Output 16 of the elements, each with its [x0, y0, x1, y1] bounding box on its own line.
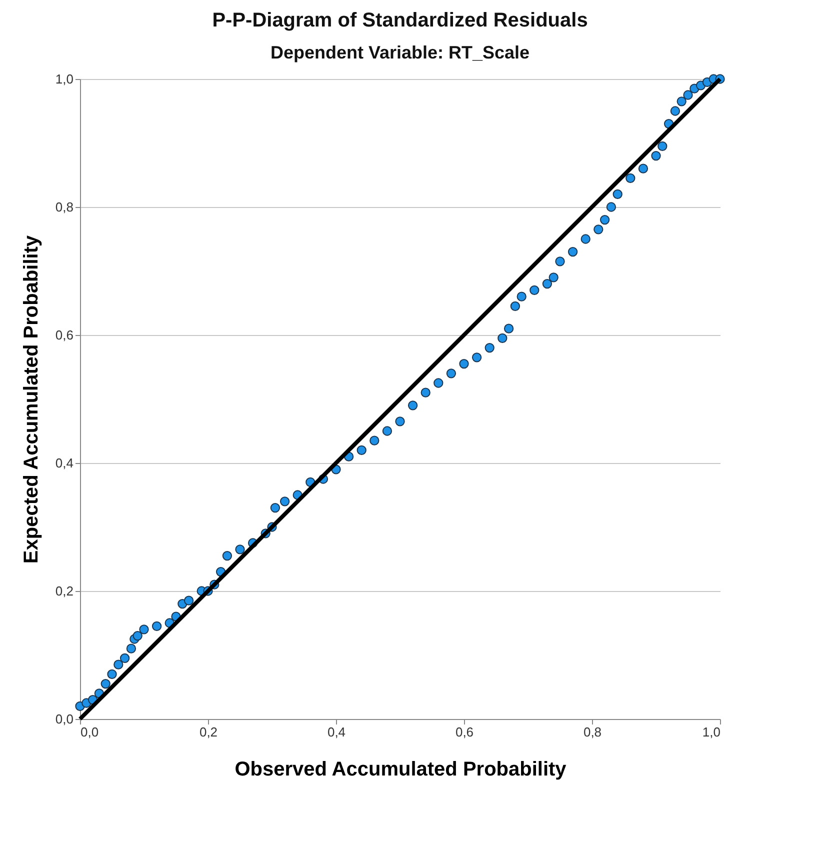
- x-tick-label: 0,2: [199, 724, 218, 740]
- x-tick-label: 0,8: [583, 724, 602, 740]
- chart-subtitle: Dependent Variable: RT_Scale: [270, 42, 530, 63]
- x-tick-label: 1,0: [702, 724, 720, 740]
- y-tick-label: 0,8: [55, 200, 74, 214]
- x-tick-label: 0,0: [80, 724, 99, 740]
- y-tick-label: 0,6: [55, 328, 74, 342]
- x-tick-label: 0,4: [327, 724, 346, 740]
- y-tick-label: 0,4: [55, 456, 74, 470]
- y-tick-label: 0,2: [55, 584, 74, 598]
- x-axis-title: Observed Accumulated Probability: [234, 758, 568, 780]
- chart-title: P-P-Diagram of Standardized Residuals: [212, 10, 588, 32]
- y-axis-title: Expected Accumulated Probability: [20, 234, 42, 564]
- y-tick-label: 1,0: [55, 72, 74, 86]
- y-tick-label: 0,0: [55, 712, 74, 726]
- x-tick-label: 0,6: [455, 724, 474, 740]
